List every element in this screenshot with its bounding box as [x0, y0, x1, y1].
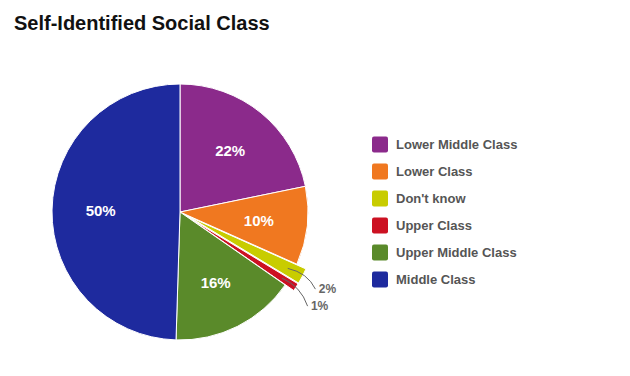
- legend-label: Middle Class: [396, 272, 475, 287]
- legend-item: Middle Class: [372, 272, 475, 288]
- legend-swatch: [372, 272, 388, 288]
- data-label: 16%: [201, 274, 231, 291]
- legend-label: Don't know: [396, 191, 466, 206]
- legend-item: Lower Class: [372, 164, 473, 180]
- data-label: 50%: [86, 202, 116, 219]
- legend-item: Lower Middle Class: [372, 137, 517, 153]
- data-label: 2%: [319, 282, 337, 296]
- legend: Lower Middle Class Lower Class Don't know U…: [372, 137, 517, 288]
- legend-swatch: [372, 137, 388, 153]
- legend-item: Upper Class: [372, 218, 472, 234]
- title: Self-Identified Social Class: [14, 12, 270, 34]
- legend-swatch: [372, 164, 388, 180]
- legend-swatch: [372, 245, 388, 261]
- leader-line: [282, 278, 308, 306]
- slice: [176, 212, 285, 340]
- legend-swatch: [372, 191, 388, 207]
- legend-item: Don't know: [372, 191, 466, 207]
- chart: Self-Identified Social Class 22% 10% 16% 50%…: [0, 0, 630, 376]
- legend-label: Lower Class: [396, 164, 473, 179]
- legend-swatch: [372, 218, 388, 234]
- legend-item: Upper Middle Class: [372, 245, 517, 261]
- data-label: 22%: [215, 142, 245, 159]
- data-label: 1%: [311, 299, 329, 313]
- legend-label: Lower Middle Class: [396, 137, 517, 152]
- data-label: 10%: [244, 212, 274, 229]
- pie: 22% 10% 16% 50% 2% 1%: [52, 84, 336, 340]
- slice: [52, 84, 180, 340]
- leader-line: [288, 268, 316, 289]
- legend-label: Upper Middle Class: [396, 245, 517, 260]
- legend-label: Upper Class: [396, 218, 472, 233]
